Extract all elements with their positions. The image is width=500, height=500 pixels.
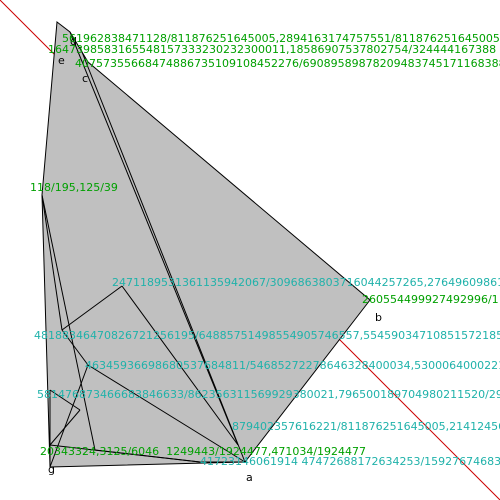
edge-left-2 [41, 194, 96, 451]
coord-label-top-3: 4075735566847488673510910845​2276/690895… [75, 57, 500, 70]
coord-label-mid-1: 2471189531361135942067/30968638037160442… [112, 276, 500, 289]
coord-label-low-2: 203433​24,3​12​5/​604​​​6 ​ ​1249443/​19… [40, 445, 366, 458]
convex-polygon [41, 21, 371, 468]
vertex-label-c: c [82, 72, 88, 85]
edge-lower-6 [94, 449, 201, 463]
edge-upper-diamond-2 [121, 285, 239, 446]
coord-label-low-3: ​41​72​31​4​6​0​6​1​9​1​4​ ​4​7​4​7​2​6​… [200, 455, 500, 468]
edge-lower-1 [49, 364, 89, 468]
edge-left-1 [41, 194, 63, 331]
edge-c-a [79, 46, 246, 463]
coord-label-top-1: 5619628384711​28/811876251645005,2894163… [62, 32, 500, 45]
coord-label-low-1: 879402357616221/811876251645005,21412456 [232, 420, 500, 433]
edge-d-inner [69, 31, 239, 446]
vertex-label-b: b [375, 311, 382, 324]
coord-label-mid-4: 463459366986805​376848​11/54685272278​64… [85, 359, 500, 372]
coord-label-left-mid: 118/195,125/39 [30, 181, 118, 194]
vertex-labels: a b c d e g [48, 35, 382, 484]
coord-label-mid-5: 5814768734666838466​33/86235631156992​93… [37, 388, 500, 401]
edge-lower-4 [49, 409, 81, 446]
edge-upper-diamond-1 [61, 285, 123, 331]
coord-label-top-2: 1​6473985831655481573332302323​00011,185… [48, 43, 496, 56]
edge-mid-2 [87, 364, 246, 463]
vertex-label-g: g [48, 463, 55, 476]
internal-edges [41, 31, 246, 468]
coord-label-mid-2: 26055449992749​2996/1 [362, 293, 499, 306]
coordinate-labels: 5619628384711​28/811876251645005,2894163… [30, 32, 500, 468]
vertex-label-d: d [70, 35, 77, 48]
coord-label-mid-3: 4818834647082672125619​5/648857514985549… [34, 329, 500, 342]
vertex-label-e: e [58, 54, 65, 67]
edge-lower-3 [49, 389, 81, 411]
vertex-label-a: a [246, 471, 253, 484]
edge-mid-1 [61, 329, 89, 366]
